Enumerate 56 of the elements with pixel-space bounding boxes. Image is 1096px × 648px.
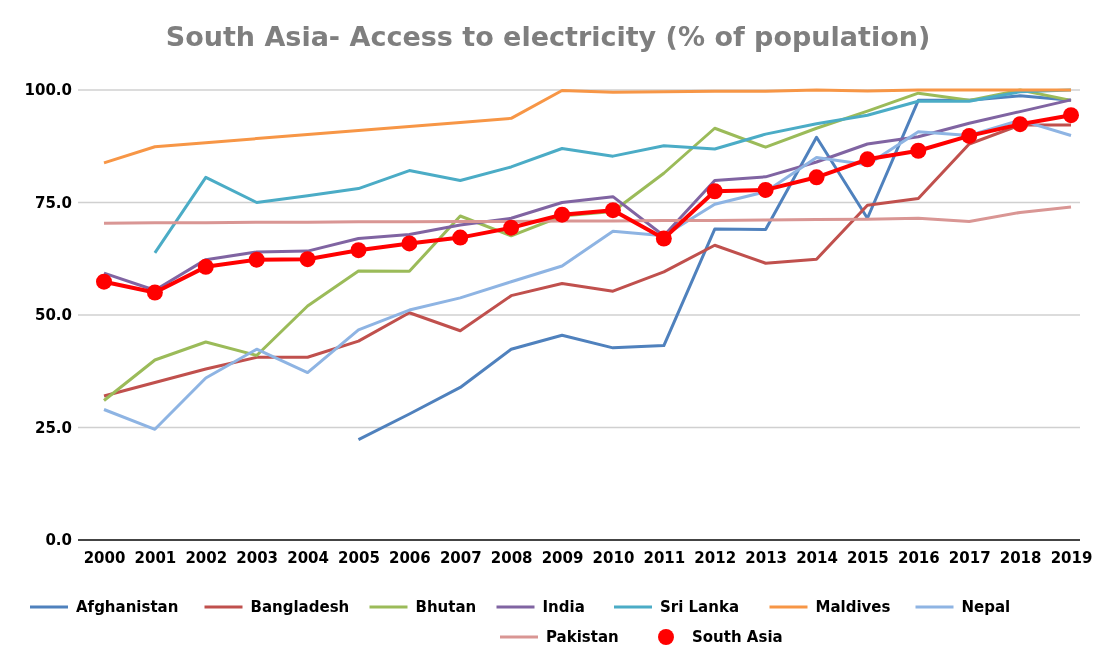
legend-label: India	[542, 598, 585, 616]
x-tick-label: 2009	[541, 548, 584, 567]
legend-label: Afghanistan	[76, 598, 179, 616]
x-tick-label: 2006	[388, 548, 431, 567]
x-tick-label: 2019	[1050, 548, 1093, 567]
y-tick-label: 0.0	[45, 531, 72, 550]
line-series	[102, 88, 1073, 165]
legend-label: Bhutan	[415, 598, 477, 616]
point	[503, 219, 520, 236]
point	[604, 202, 621, 219]
x-tick-label: 2014	[796, 548, 838, 567]
point	[706, 183, 723, 200]
point	[401, 235, 418, 252]
legend-label: Bangladesh	[250, 598, 350, 616]
y-tick-label: 100.0	[24, 81, 72, 100]
point	[1012, 116, 1029, 133]
x-tick-label: 2004	[287, 548, 329, 567]
x-tick-label: 2007	[439, 548, 482, 567]
x-tick-label: 2016	[897, 548, 940, 567]
x-tick-label: 2008	[490, 548, 533, 567]
x-tick-label: 2001	[134, 548, 177, 567]
chart-title: South Asia- Access to electricity (% of population)	[165, 21, 931, 52]
x-tick-label: 2015	[847, 548, 889, 567]
point	[961, 127, 978, 144]
point	[248, 251, 265, 268]
legend-label: South Asia	[692, 628, 783, 646]
point	[554, 206, 571, 223]
x-tick-label: 2011	[643, 548, 686, 567]
legend-label: Nepal	[961, 598, 1011, 616]
x-tick-label: 2003	[236, 548, 279, 567]
y-tick-label: 75.0	[34, 193, 72, 212]
point	[299, 251, 316, 268]
point	[1063, 107, 1079, 124]
x-tick-label: 2002	[185, 548, 228, 567]
point	[197, 258, 214, 275]
x-tick-label: 2013	[745, 548, 788, 567]
x-tick-label: 2005	[338, 548, 380, 567]
point	[859, 151, 876, 168]
point	[146, 284, 163, 301]
x-tick-label: 2017	[948, 548, 991, 567]
legend-label: Pakistan	[546, 628, 619, 646]
point	[96, 273, 112, 290]
point	[910, 142, 927, 159]
y-tick-label: 25.0	[34, 418, 72, 437]
point	[757, 181, 774, 198]
legend-label: Maldives	[815, 598, 891, 616]
point	[350, 242, 367, 259]
x-tick-label: 2000	[83, 548, 126, 567]
x-tick-label: 2018	[999, 548, 1042, 567]
point	[808, 169, 825, 186]
point	[655, 230, 672, 247]
legend-label: Sri Lanka	[660, 598, 740, 616]
point	[452, 229, 469, 246]
x-tick-label: 2010	[592, 548, 635, 567]
y-tick-label: 50.0	[34, 306, 72, 325]
x-tick-label: 2012	[694, 548, 737, 567]
